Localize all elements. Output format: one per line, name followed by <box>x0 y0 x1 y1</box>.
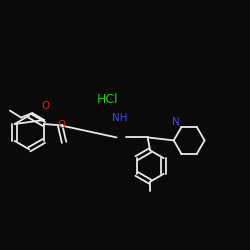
Text: HCl: HCl <box>96 93 118 106</box>
Text: O: O <box>41 101 50 111</box>
Text: N: N <box>172 117 180 127</box>
Text: O: O <box>57 120 65 130</box>
Text: NH: NH <box>112 112 127 122</box>
